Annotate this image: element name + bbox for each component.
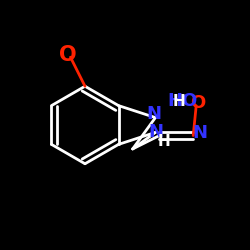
Text: N: N [147,105,162,123]
Text: H: H [172,94,185,110]
Text: O: O [59,45,77,65]
Text: N: N [148,124,163,142]
Text: H: H [158,134,170,149]
Text: HO: HO [167,92,198,110]
Text: O: O [190,94,205,112]
Text: N: N [193,124,208,142]
